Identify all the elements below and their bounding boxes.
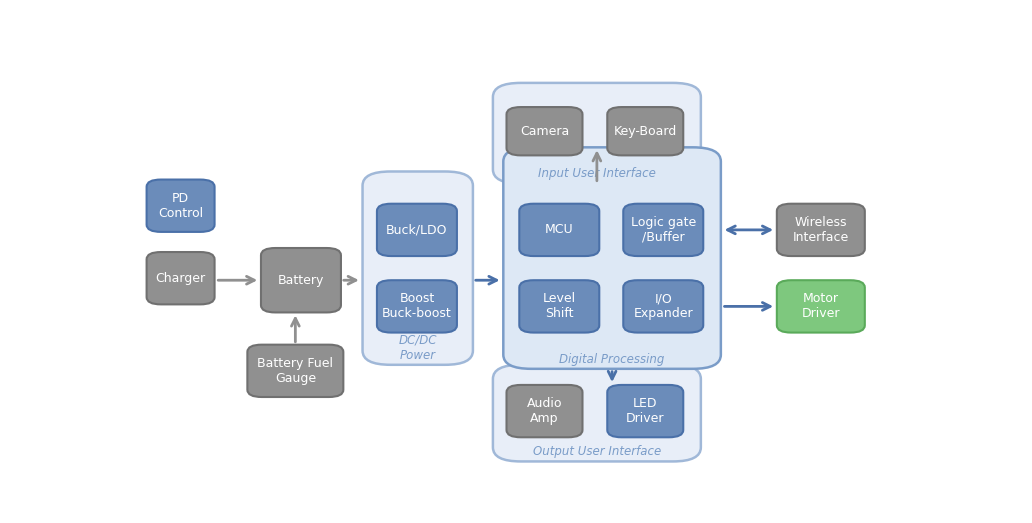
Text: Digital Processing: Digital Processing xyxy=(559,353,665,366)
Text: Battery Fuel
Gauge: Battery Fuel Gauge xyxy=(257,357,333,385)
FancyBboxPatch shape xyxy=(519,280,600,333)
Text: DC/DC
Power: DC/DC Power xyxy=(398,334,437,361)
Text: Buck/LDO: Buck/LDO xyxy=(386,223,448,236)
FancyBboxPatch shape xyxy=(507,385,582,437)
Text: MCU: MCU xyxy=(545,223,574,236)
Text: PD
Control: PD Control xyxy=(158,192,203,220)
FancyBboxPatch shape xyxy=(248,345,344,397)
Text: LED
Driver: LED Driver xyxy=(626,397,665,425)
Text: I/O
Expander: I/O Expander xyxy=(634,292,694,321)
Text: Motor
Driver: Motor Driver xyxy=(802,292,840,321)
FancyBboxPatch shape xyxy=(493,83,701,184)
FancyBboxPatch shape xyxy=(607,385,683,437)
FancyBboxPatch shape xyxy=(519,204,600,256)
Text: Output User Interface: Output User Interface xyxy=(533,445,662,458)
Text: Key-Board: Key-Board xyxy=(614,124,677,138)
FancyBboxPatch shape xyxy=(147,179,215,232)
Text: Boost
Buck-boost: Boost Buck-boost xyxy=(382,292,452,321)
Text: Input User Interface: Input User Interface xyxy=(538,167,655,180)
Text: Audio
Amp: Audio Amp xyxy=(526,397,562,425)
FancyBboxPatch shape xyxy=(777,280,865,333)
Text: Logic gate
/Buffer: Logic gate /Buffer xyxy=(631,216,696,244)
Text: Battery: Battery xyxy=(278,274,324,287)
FancyBboxPatch shape xyxy=(607,107,683,155)
Text: Camera: Camera xyxy=(520,124,569,138)
FancyBboxPatch shape xyxy=(504,147,721,369)
Text: Level
Shift: Level Shift xyxy=(543,292,576,321)
FancyBboxPatch shape xyxy=(261,248,341,312)
FancyBboxPatch shape xyxy=(777,204,865,256)
Text: Wireless
Interface: Wireless Interface xyxy=(793,216,849,244)
FancyBboxPatch shape xyxy=(623,280,703,333)
FancyBboxPatch shape xyxy=(362,172,473,365)
FancyBboxPatch shape xyxy=(377,204,457,256)
FancyBboxPatch shape xyxy=(493,365,701,461)
FancyBboxPatch shape xyxy=(623,204,703,256)
FancyBboxPatch shape xyxy=(507,107,582,155)
Text: Charger: Charger xyxy=(156,272,205,285)
FancyBboxPatch shape xyxy=(147,252,215,304)
FancyBboxPatch shape xyxy=(377,280,457,333)
